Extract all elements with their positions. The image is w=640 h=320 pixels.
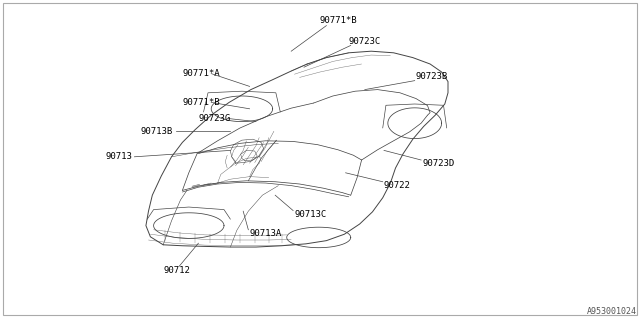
Text: 90771*B: 90771*B bbox=[320, 16, 358, 25]
Text: 90722: 90722 bbox=[384, 181, 411, 190]
Text: 90723B: 90723B bbox=[416, 72, 448, 81]
Text: 90713A: 90713A bbox=[250, 229, 282, 238]
Text: 90713: 90713 bbox=[106, 152, 132, 161]
Text: 90771*A: 90771*A bbox=[182, 69, 220, 78]
Text: 90713B: 90713B bbox=[141, 127, 173, 136]
Text: 90713C: 90713C bbox=[294, 210, 326, 219]
Text: A953001024: A953001024 bbox=[587, 307, 637, 316]
Text: 90723D: 90723D bbox=[422, 159, 454, 168]
Text: 90723C: 90723C bbox=[349, 37, 381, 46]
Text: 90712: 90712 bbox=[163, 266, 190, 275]
Text: 90771*B: 90771*B bbox=[182, 98, 220, 107]
Text: 90723G: 90723G bbox=[198, 114, 230, 123]
